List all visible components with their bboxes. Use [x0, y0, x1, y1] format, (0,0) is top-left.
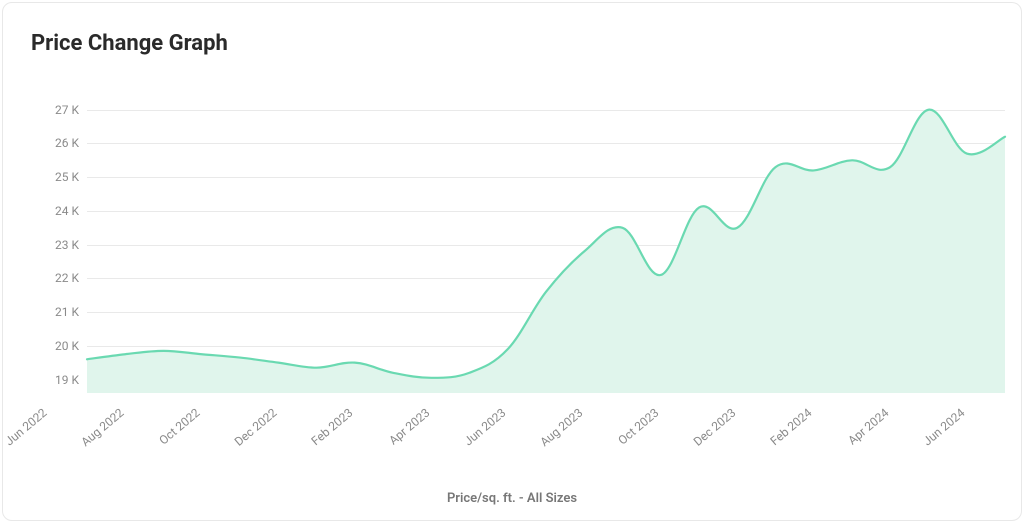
x-tick-label: Oct 2023	[615, 406, 661, 448]
x-tick-label: Dec 2022	[231, 406, 279, 449]
area-fill	[87, 110, 1005, 393]
x-axis-caption: Price/sq. ft. - All Sizes	[3, 491, 1021, 506]
y-tick-label: 26 K	[55, 136, 79, 150]
x-tick-label: Feb 2024	[768, 406, 815, 449]
y-tick-label: 19 K	[55, 373, 79, 387]
x-tick-label: Jun 2023	[461, 406, 508, 449]
x-tick-label: Apr 2023	[386, 406, 432, 448]
y-tick-label: 23 K	[55, 238, 79, 252]
x-tick-label: Oct 2022	[156, 406, 202, 448]
x-tick-label: Aug 2023	[537, 406, 585, 450]
area-chart	[87, 103, 1005, 393]
y-tick-label: 25 K	[55, 170, 79, 184]
chart-title: Price Change Graph	[31, 31, 228, 56]
y-tick-label: 27 K	[55, 103, 79, 117]
y-tick-label: 22 K	[55, 271, 79, 285]
x-tick-label: Feb 2023	[309, 406, 356, 449]
chart-grid	[87, 103, 1005, 393]
x-tick-label: Dec 2023	[690, 406, 738, 449]
y-tick-label: 20 K	[55, 339, 79, 353]
x-tick-label: Jun 2024	[920, 406, 967, 449]
x-axis-labels: Jun 2022Aug 2022Oct 2022Dec 2022Feb 2023…	[45, 398, 1005, 468]
x-tick-label: Apr 2024	[845, 406, 891, 448]
x-tick-label: Aug 2022	[78, 406, 126, 450]
y-tick-label: 24 K	[55, 204, 79, 218]
chart-card: Price Change Graph 19 K 20 K 21 K 22 K 23 K 2…	[2, 2, 1022, 521]
x-tick-label: Jun 2022	[2, 406, 49, 449]
y-axis-labels: 19 K 20 K 21 K 22 K 23 K 24 K 25 K 26 K 27 K	[45, 103, 83, 393]
y-tick-label: 21 K	[55, 305, 79, 319]
plot-area: 19 K 20 K 21 K 22 K 23 K 24 K 25 K 26 K 27 K	[45, 103, 1005, 393]
